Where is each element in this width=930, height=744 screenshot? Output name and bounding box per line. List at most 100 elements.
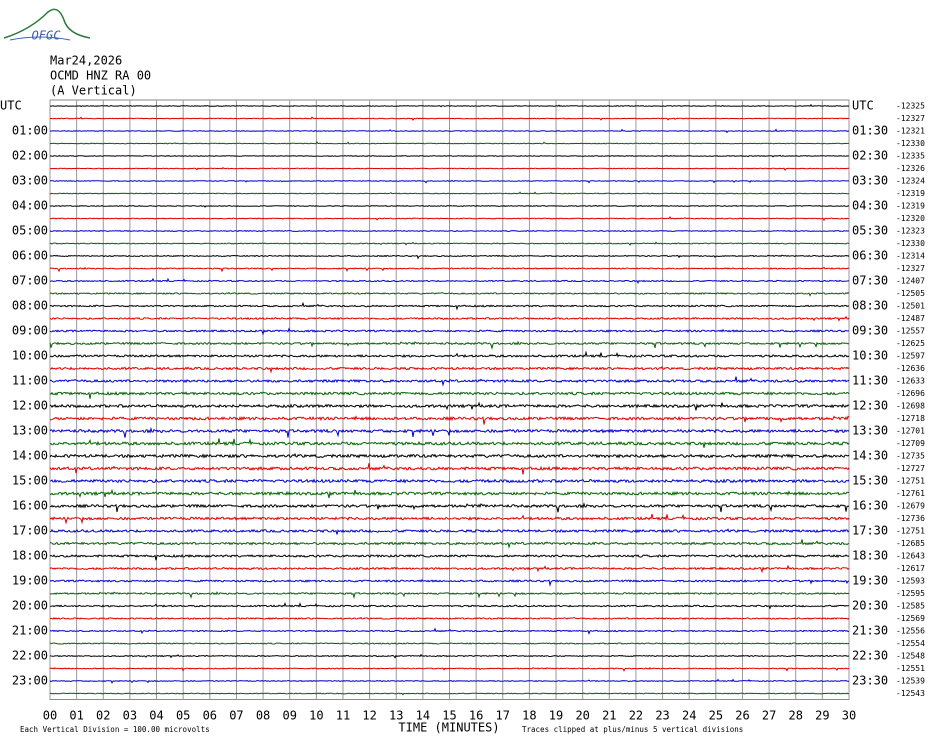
trace bbox=[49, 254, 850, 260]
trace-offset: -12685 bbox=[896, 539, 925, 548]
x-tick-label: 26 bbox=[735, 709, 749, 723]
trace-offset: -12551 bbox=[896, 664, 925, 673]
left-time-label: 05:00 bbox=[12, 224, 48, 238]
right-time-label: 03:30 bbox=[852, 174, 888, 188]
trace bbox=[49, 553, 850, 561]
x-tick-label: 14 bbox=[416, 709, 430, 723]
right-time-label: 14:30 bbox=[852, 449, 888, 463]
right-time-label: UTC bbox=[852, 99, 874, 113]
trace bbox=[49, 301, 849, 311]
trace-offset: -12324 bbox=[896, 177, 925, 186]
left-time-label: 19:00 bbox=[12, 574, 48, 588]
trace bbox=[49, 539, 850, 549]
x-tick-label: 05 bbox=[176, 709, 190, 723]
left-time-label: UTC bbox=[0, 99, 22, 113]
right-time-label: 08:30 bbox=[852, 299, 888, 313]
trace bbox=[49, 340, 850, 350]
clip-note: Traces clipped at plus/minus 5 vertical … bbox=[522, 725, 743, 734]
trace bbox=[49, 591, 850, 600]
right-time-label: 22:30 bbox=[852, 649, 888, 663]
trace bbox=[49, 678, 850, 684]
left-time-label: 04:00 bbox=[12, 199, 48, 213]
x-tick-label: 20 bbox=[575, 709, 589, 723]
trace-offset: -12679 bbox=[896, 502, 925, 511]
trace-offset: -12643 bbox=[896, 552, 925, 561]
trace bbox=[49, 488, 850, 499]
trace bbox=[50, 103, 850, 108]
trace-offset: -12597 bbox=[896, 352, 925, 361]
right-time-label: 18:30 bbox=[852, 549, 888, 563]
left-time-label: 18:00 bbox=[12, 549, 48, 563]
logo-text: OFGC bbox=[32, 29, 62, 43]
trace-offset: -12761 bbox=[896, 489, 925, 498]
trace bbox=[49, 667, 850, 672]
x-tick-label: 09 bbox=[282, 709, 296, 723]
trace bbox=[49, 141, 850, 145]
trace bbox=[49, 564, 850, 574]
right-time-label: 17:30 bbox=[852, 524, 888, 538]
trace bbox=[49, 452, 850, 459]
trace bbox=[49, 642, 850, 645]
trace bbox=[49, 437, 850, 448]
x-tick-label: 28 bbox=[789, 709, 803, 723]
trace bbox=[49, 327, 850, 336]
right-time-label: 20:30 bbox=[852, 599, 888, 613]
trace bbox=[49, 692, 850, 696]
trace-offset: -12633 bbox=[896, 377, 925, 386]
trace-offset: -12593 bbox=[896, 577, 925, 586]
left-time-label: 11:00 bbox=[12, 374, 48, 388]
x-tick-label: 22 bbox=[629, 709, 643, 723]
trace-offset: -12718 bbox=[896, 414, 925, 423]
x-tick-label: 23 bbox=[655, 709, 669, 723]
right-time-label: 19:30 bbox=[852, 574, 888, 588]
trace bbox=[49, 166, 850, 171]
trace-offset: -12595 bbox=[896, 589, 925, 598]
trace bbox=[49, 528, 850, 535]
right-time-label: 15:30 bbox=[852, 474, 888, 488]
trace-offset: -12735 bbox=[896, 452, 925, 461]
trace bbox=[49, 376, 850, 387]
trace-offset: -12569 bbox=[896, 614, 925, 623]
trace-offset: -12696 bbox=[896, 389, 925, 398]
trace bbox=[49, 616, 850, 620]
trace bbox=[49, 653, 850, 659]
left-time-label: 20:00 bbox=[12, 599, 48, 613]
trace-offset: -12335 bbox=[896, 152, 925, 161]
right-time-label: 21:30 bbox=[852, 624, 888, 638]
left-time-label: 21:00 bbox=[12, 624, 48, 638]
left-time-label: 17:00 bbox=[12, 524, 48, 538]
component: (A Vertical) bbox=[50, 84, 137, 98]
trace-offset: -12751 bbox=[896, 527, 925, 536]
trace-offset: -12330 bbox=[896, 139, 925, 148]
trace-offset: -12557 bbox=[896, 327, 925, 336]
x-tick-label: 24 bbox=[682, 709, 696, 723]
x-tick-label: 16 bbox=[469, 709, 483, 723]
trace-offset: -12636 bbox=[896, 364, 925, 373]
trace-offset: -12556 bbox=[896, 627, 925, 636]
right-time-label: 09:30 bbox=[852, 324, 888, 338]
trace bbox=[50, 601, 850, 610]
x-tick-label: 15 bbox=[442, 709, 456, 723]
x-tick-label: 12 bbox=[362, 709, 376, 723]
trace-offset: -12625 bbox=[896, 339, 925, 348]
trace bbox=[49, 627, 850, 635]
x-tick-label: 21 bbox=[602, 709, 616, 723]
x-tick-label: 07 bbox=[229, 709, 243, 723]
right-time-label: 13:30 bbox=[852, 424, 888, 438]
trace-offset: -12327 bbox=[896, 264, 925, 273]
left-time-label: 02:00 bbox=[12, 149, 48, 163]
trace bbox=[49, 478, 850, 484]
x-tick-label: 03 bbox=[123, 709, 137, 723]
trace-offset: -12501 bbox=[896, 302, 925, 311]
trace bbox=[49, 128, 850, 134]
left-time-label: 23:00 bbox=[12, 674, 48, 688]
trace-offset: -12505 bbox=[896, 289, 925, 298]
x-tick-label: 25 bbox=[709, 709, 723, 723]
trace bbox=[49, 315, 850, 322]
left-time-label: 08:00 bbox=[12, 299, 48, 313]
left-time-label: 15:00 bbox=[12, 474, 48, 488]
trace bbox=[49, 502, 850, 513]
right-time-label: 07:30 bbox=[852, 274, 888, 288]
x-tick-label: 17 bbox=[496, 709, 510, 723]
